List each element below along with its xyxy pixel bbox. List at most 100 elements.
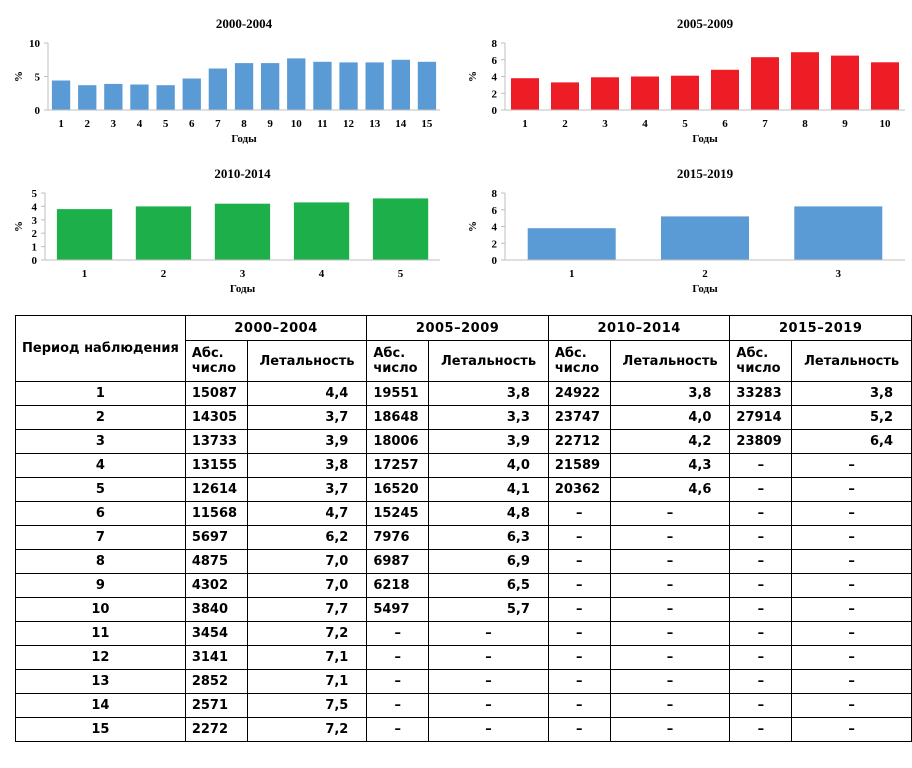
lethality-cell: 6,9	[428, 549, 549, 574]
abs-count-cell: 21589	[547, 453, 611, 478]
lethality-cell: –	[428, 621, 549, 646]
y-axis-label: %	[13, 221, 25, 232]
x-tick-label: 7	[215, 118, 221, 130]
lethality-cell: –	[609, 597, 731, 622]
period-cell: 10	[15, 597, 186, 622]
x-tick-label: 11	[317, 118, 327, 130]
x-tick-label: 3	[836, 268, 842, 280]
bar	[791, 52, 819, 110]
lethality-cell: 4,3	[609, 453, 731, 478]
bar	[287, 58, 306, 110]
table-row: 13 2852 7,1– – – – – –	[15, 669, 912, 694]
x-tick-label: 4	[642, 118, 648, 130]
abs-count-cell: –	[547, 501, 611, 526]
x-tick-label: 3	[602, 118, 608, 130]
lethality-cell: 6,5	[428, 573, 549, 598]
abs-count-cell: –	[729, 693, 793, 718]
table-row: 8 4875 7,0 6987 6,9– – – –	[15, 549, 912, 574]
bar	[156, 85, 175, 110]
x-tick-label: 6	[189, 118, 195, 130]
x-tick-label: 9	[267, 118, 273, 130]
lethality-cell: –	[791, 717, 912, 742]
x-tick-label: 8	[802, 118, 808, 130]
abs-count-cell: –	[547, 669, 611, 694]
abs-count-cell: –	[366, 717, 430, 742]
x-axis-label: Годы	[692, 283, 718, 295]
x-tick-label: 9	[842, 118, 848, 130]
table-row: 4 13155 3,8 17257 4,0 21589 4,3– –	[15, 453, 912, 478]
x-tick-label: 4	[137, 118, 143, 130]
abs-count-cell: –	[366, 669, 430, 694]
abs-count-cell: 2272	[184, 717, 248, 742]
abs-count-cell: 24922	[547, 381, 611, 406]
abs-count-cell: 6218	[366, 573, 430, 598]
abs-header-text: Абс. число	[736, 346, 781, 376]
period-cell: 13	[15, 669, 186, 694]
bar	[104, 83, 123, 110]
y-tick-label: 8	[492, 188, 498, 200]
chart-title: 2005-2009	[677, 16, 734, 31]
lethality-cell: –	[791, 573, 912, 598]
y-tick-label: 4	[492, 72, 498, 84]
abs-count-cell: –	[366, 693, 430, 718]
let-header: Летальность	[609, 340, 731, 382]
lethality-cell: –	[791, 621, 912, 646]
x-tick-label: 2	[161, 268, 167, 280]
lethality-cell: 3,7	[246, 405, 368, 430]
bar	[661, 216, 749, 260]
bar	[130, 84, 149, 110]
lethality-cell: 3,8	[428, 381, 549, 406]
lethality-cell: 7,0	[246, 549, 368, 574]
bar	[339, 62, 358, 110]
bar	[417, 61, 437, 110]
abs-header: Абс. число	[184, 340, 248, 382]
abs-count-cell: 14305	[184, 405, 248, 430]
abs-count-cell: –	[729, 717, 793, 742]
y-tick-label: 6	[492, 205, 498, 217]
lethality-cell: –	[609, 501, 731, 526]
x-tick-label: 8	[241, 118, 247, 130]
x-tick-label: 15	[421, 118, 433, 130]
abs-count-cell: –	[547, 525, 611, 550]
abs-count-cell: 3141	[184, 645, 248, 670]
period-cell: 1	[15, 381, 186, 406]
lethality-cell: 7,5	[246, 693, 368, 718]
y-tick-label: 6	[492, 55, 498, 67]
period-cell: 2	[15, 405, 186, 430]
abs-count-cell: –	[729, 477, 793, 502]
bar	[208, 68, 227, 110]
y-tick-label: 2	[492, 88, 498, 100]
abs-header: Абс. число	[547, 340, 611, 382]
lethality-cell: 6,4	[791, 429, 912, 454]
abs-count-cell: 23747	[547, 405, 611, 430]
y-tick-label: 0	[492, 105, 498, 117]
lethality-cell: –	[609, 693, 731, 718]
lethality-cell: –	[428, 669, 549, 694]
lethality-cell: –	[428, 645, 549, 670]
bar	[261, 63, 280, 110]
lethality-cell: –	[428, 717, 549, 742]
x-axis-label: Годы	[231, 133, 257, 145]
abs-count-cell: 6987	[366, 549, 430, 574]
lethality-cell: –	[791, 597, 912, 622]
x-tick-label: 5	[163, 118, 169, 130]
y-axis-label: %	[467, 71, 479, 82]
period-cell: 15	[15, 717, 186, 742]
group-header: 2005–2009	[366, 315, 549, 341]
abs-count-cell: 7976	[366, 525, 430, 550]
lethality-cell: 3,9	[428, 429, 549, 454]
abs-count-cell: 15245	[366, 501, 430, 526]
y-tick-label: 0	[35, 105, 41, 117]
lethality-cell: 7,1	[246, 645, 368, 670]
abs-count-cell: –	[729, 453, 793, 478]
x-tick-label: 5	[682, 118, 688, 130]
abs-count-cell: 4875	[184, 549, 248, 574]
x-tick-label: 6	[722, 118, 728, 130]
y-tick-label: 5	[35, 72, 41, 84]
lethality-cell: –	[791, 645, 912, 670]
bar	[527, 228, 616, 260]
abs-count-cell: –	[547, 645, 611, 670]
bar	[313, 61, 332, 110]
lethality-cell: 3,8	[246, 453, 368, 478]
lethality-cell: 6,3	[428, 525, 549, 550]
